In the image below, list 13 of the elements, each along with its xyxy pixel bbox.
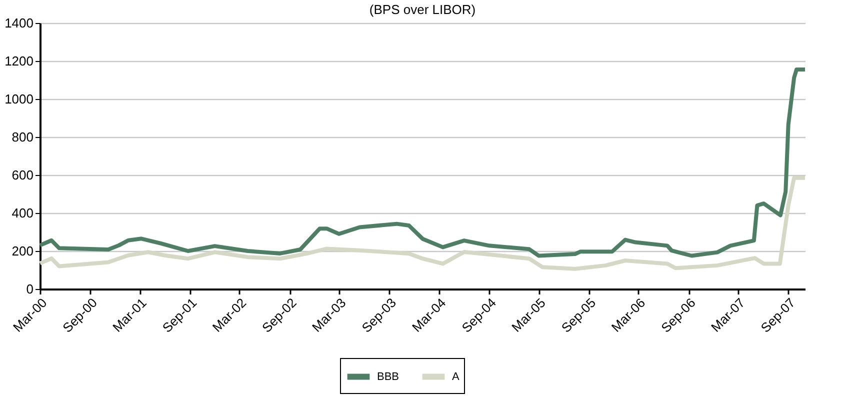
y-tick-label: 400	[12, 206, 34, 220]
y-tick-label: 800	[12, 130, 34, 144]
y-tick-label: 600	[12, 168, 34, 182]
y-tick-label: 1400	[4, 16, 34, 30]
y-tick-label: 0	[26, 282, 34, 296]
line-series	[38, 176, 807, 271]
chart-title: (BPS over LIBOR)	[369, 2, 476, 17]
legend-label: BBB	[377, 370, 400, 383]
y-tick-label: 200	[12, 244, 34, 258]
legend-label: A	[452, 370, 460, 383]
y-tick-label: 1000	[4, 92, 34, 106]
line-series	[38, 68, 807, 258]
y-tick-label: 1200	[4, 54, 34, 68]
